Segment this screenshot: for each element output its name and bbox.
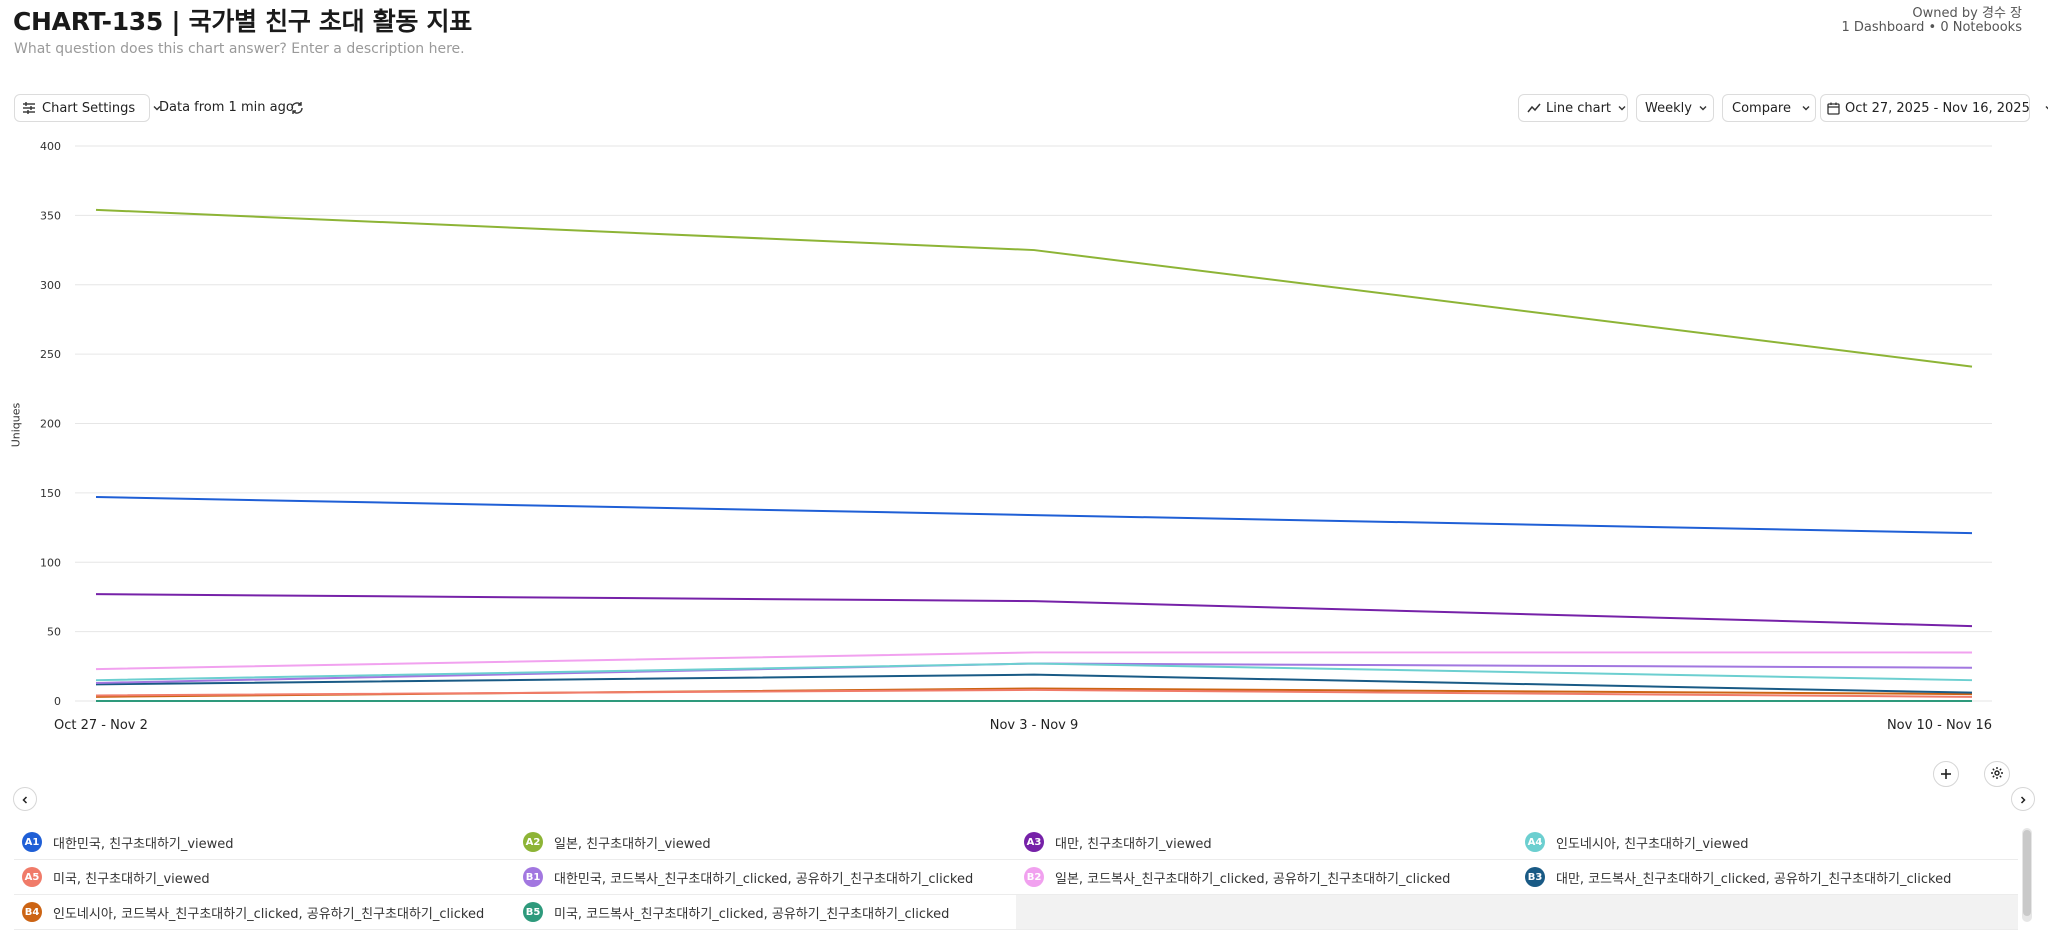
calendar-icon: [1827, 102, 1840, 115]
compare-dropdown[interactable]: Compare: [1722, 94, 1816, 122]
owner-label: Owned by 경수 장: [1912, 6, 2022, 21]
legend-item-b1[interactable]: B1 대한민국, 코드복사_친구초대하기_clicked, 공유하기_친구초대하기…: [515, 860, 1016, 894]
legend-item-label: 인도네시아, 코드복사_친구초대하기_clicked, 공유하기_친구초대하기_…: [53, 906, 485, 922]
y-tick-label: 100: [40, 556, 61, 569]
date-range-picker[interactable]: Oct 27, 2025 - Nov 16, 2025: [1820, 94, 2048, 122]
series-badge: A1: [22, 832, 42, 852]
legend-item-a2[interactable]: A2 일본, 친구초대하기_viewed: [515, 825, 1016, 859]
line-chart: 0 50 100 150 200 250 300 350 400 Oct 27 - Nov 2 No…: [40, 140, 1992, 733]
interval-dropdown[interactable]: Weekly: [1636, 94, 1714, 122]
series-badge: B2: [1024, 867, 1044, 887]
x-tick-label: Nov 3 - Nov 9: [990, 718, 1079, 733]
chart-description[interactable]: What question does this chart answer? En…: [14, 41, 465, 57]
series-badge: B5: [523, 902, 543, 922]
y-tick-label: 350: [40, 209, 61, 222]
chevron-down-icon: [1617, 103, 1627, 113]
series-line-b2[interactable]: [95, 651, 1972, 671]
legend-item-label: 미국, 친구초대하기_viewed: [53, 871, 210, 887]
series-line-a2[interactable]: [95, 208, 1973, 368]
usage-summary: 1 Dashboard • 0 Notebooks: [1841, 20, 2022, 35]
date-range-label: Oct 27, 2025 - Nov 16, 2025: [1845, 100, 2030, 116]
chevron-right-icon: [2018, 790, 2028, 809]
legend-row: A1 대한민국, 친구초대하기_viewed A2 일본, 친구초대하기_viewed…: [14, 825, 2018, 860]
interval-label: Weekly: [1645, 100, 1692, 116]
chart-settings-label: Chart Settings: [42, 100, 136, 116]
legend-item-label: 미국, 코드복사_친구초대하기_clicked, 공유하기_친구초대하기_cli…: [554, 906, 950, 922]
line-chart-icon: [1527, 102, 1541, 114]
series-legend: A1 대한민국, 친구초대하기_viewed A2 일본, 친구초대하기_viewed…: [14, 825, 2018, 930]
refresh-icon[interactable]: [289, 100, 305, 120]
legend-scrollbar-thumb[interactable]: [2023, 830, 2031, 916]
series-badge: B1: [523, 867, 543, 887]
series-line-a4[interactable]: [95, 662, 1973, 682]
y-tick-label: 150: [40, 487, 61, 500]
series-badge: A5: [22, 867, 42, 887]
legend-item-label: 일본, 코드복사_친구초대하기_clicked, 공유하기_친구초대하기_cli…: [1055, 871, 1451, 887]
legend-item-b3[interactable]: B3 대만, 코드복사_친구초대하기_clicked, 공유하기_친구초대하기_c…: [1517, 860, 2018, 894]
series-line-a3[interactable]: [95, 593, 1973, 628]
chevron-left-icon: [20, 790, 30, 809]
chevron-down-icon: [1698, 103, 1708, 113]
chart-type-dropdown[interactable]: Line chart: [1518, 94, 1628, 122]
y-tick-label: 0: [54, 695, 61, 708]
series-badge: A4: [1525, 832, 1545, 852]
gear-icon: [1990, 765, 2004, 784]
legend-row: A5 미국, 친구초대하기_viewed B1 대한민국, 코드복사_친구초대하기_c…: [14, 860, 2018, 895]
x-tick-label: Nov 10 - Nov 16: [1887, 718, 1992, 733]
legend-prev-button[interactable]: [13, 787, 37, 811]
legend-item-label: 인도네시아, 친구초대하기_viewed: [1556, 836, 1749, 852]
legend-item-b5[interactable]: B5 미국, 코드복사_친구초대하기_clicked, 공유하기_친구초대하기_c…: [515, 895, 1016, 929]
data-freshness-label: Data from 1 min ago: [159, 100, 294, 115]
x-tick-label: Oct 27 - Nov 2: [54, 718, 148, 733]
legend-item-label: 대만, 코드복사_친구초대하기_clicked, 공유하기_친구초대하기_cli…: [1556, 871, 1952, 887]
sliders-icon: [22, 101, 36, 115]
legend-next-button[interactable]: [2011, 787, 2035, 811]
series-line-b3[interactable]: [95, 673, 1973, 694]
chevron-down-icon[interactable]: [152, 103, 162, 113]
add-series-button[interactable]: [1933, 761, 1959, 787]
legend-item-label: 대한민국, 친구초대하기_viewed: [53, 836, 234, 852]
legend-item-a3[interactable]: A3 대만, 친구초대하기_viewed: [1016, 825, 1517, 859]
legend-row: B4 인도네시아, 코드복사_친구초대하기_clicked, 공유하기_친구초대하…: [14, 895, 2018, 930]
y-tick-label: 50: [47, 626, 61, 639]
chart-type-label: Line chart: [1546, 100, 1612, 116]
chevron-down-icon[interactable]: [2044, 103, 2048, 113]
legend-item-label: 대만, 친구초대하기_viewed: [1055, 836, 1212, 852]
series-line-b1[interactable]: [95, 662, 1973, 684]
y-tick-label: 200: [40, 418, 61, 431]
legend-item-label: 대한민국, 코드복사_친구초대하기_clicked, 공유하기_친구초대하기_c…: [554, 871, 974, 887]
series-line-a1[interactable]: [95, 496, 1973, 535]
compare-label: Compare: [1732, 100, 1791, 116]
legend-item-b4[interactable]: B4 인도네시아, 코드복사_친구초대하기_clicked, 공유하기_친구초대하…: [14, 895, 515, 929]
legend-item-a4[interactable]: A4 인도네시아, 친구초대하기_viewed: [1517, 825, 2018, 859]
series-badge: B4: [22, 902, 42, 922]
legend-empty-cell: [1016, 895, 1517, 929]
chart-settings-button[interactable]: Chart Settings: [14, 94, 161, 122]
legend-item-a1[interactable]: A1 대한민국, 친구초대하기_viewed: [14, 825, 515, 859]
chart-gear-button[interactable]: [1984, 761, 2010, 787]
plus-icon: [1940, 765, 1952, 784]
legend-item-label: 일본, 친구초대하기_viewed: [554, 836, 711, 852]
legend-item-b2[interactable]: B2 일본, 코드복사_친구초대하기_clicked, 공유하기_친구초대하기_c…: [1016, 860, 1517, 894]
legend-empty-cell: [1517, 895, 2018, 929]
series-line-a5[interactable]: [95, 688, 1973, 698]
y-tick-label: 300: [40, 279, 61, 292]
series-badge: A2: [523, 832, 543, 852]
y-tick-label: 250: [40, 348, 61, 361]
chart-title[interactable]: CHART-135 | 국가별 친구 초대 활동 지표: [13, 7, 472, 36]
series-badge: B3: [1525, 867, 1545, 887]
series-badge: A3: [1024, 832, 1044, 852]
chevron-down-icon: [1801, 103, 1811, 113]
legend-item-a5[interactable]: A5 미국, 친구초대하기_viewed: [14, 860, 515, 894]
y-tick-label: 400: [40, 140, 61, 153]
